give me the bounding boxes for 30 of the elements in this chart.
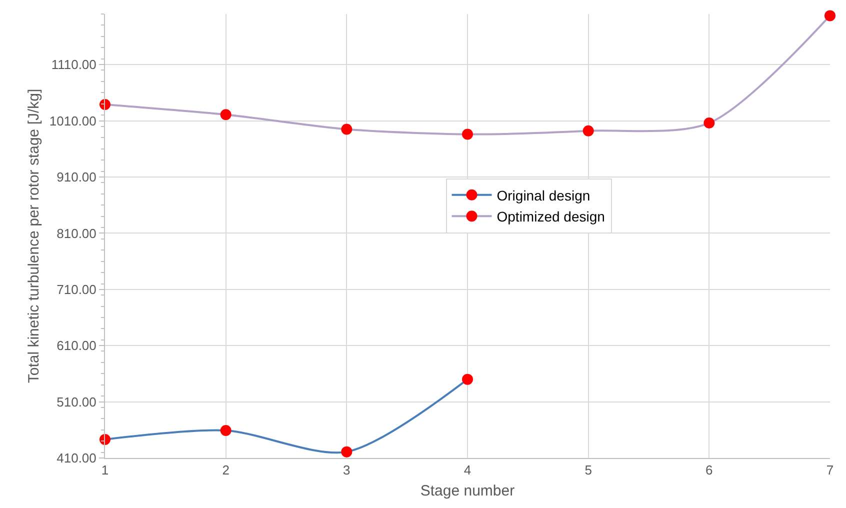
x-tick-label: 4	[464, 462, 472, 478]
y-tick-label: 510.00	[56, 394, 96, 410]
legend-label: Original design	[496, 187, 590, 204]
point	[704, 118, 715, 129]
y-tick-label: 910.00	[56, 170, 96, 185]
x-tick-label: 2	[222, 462, 230, 478]
point	[462, 128, 473, 140]
legend-label: Optimized design	[496, 208, 605, 225]
point	[824, 10, 836, 22]
x-axis-title: Stage number	[420, 482, 515, 500]
point	[100, 434, 110, 445]
x-tick-label: 5	[584, 462, 592, 478]
x-tick-label: 3	[343, 462, 350, 478]
y-axis-title: Total kinetic turbulence per rotor stage [J/kg]	[26, 88, 43, 384]
point	[341, 446, 352, 458]
x-tick-label: 7	[826, 462, 834, 478]
x-tick-label: 1	[101, 462, 109, 478]
point	[462, 374, 473, 385]
point	[220, 109, 232, 120]
point	[341, 124, 352, 135]
y-tick-label: 810.00	[56, 226, 96, 241]
point	[582, 125, 594, 136]
y-tick-label: 710.00	[56, 282, 96, 297]
x-tick-label: 6	[706, 462, 713, 478]
point	[220, 424, 232, 436]
y-tick-label: 610.00	[56, 338, 96, 354]
point	[100, 98, 110, 110]
y-tick-label: 410.00	[56, 450, 96, 466]
y-tick-label: 1110.00	[51, 57, 96, 72]
y-tick-label: 1010.00	[49, 113, 96, 128]
